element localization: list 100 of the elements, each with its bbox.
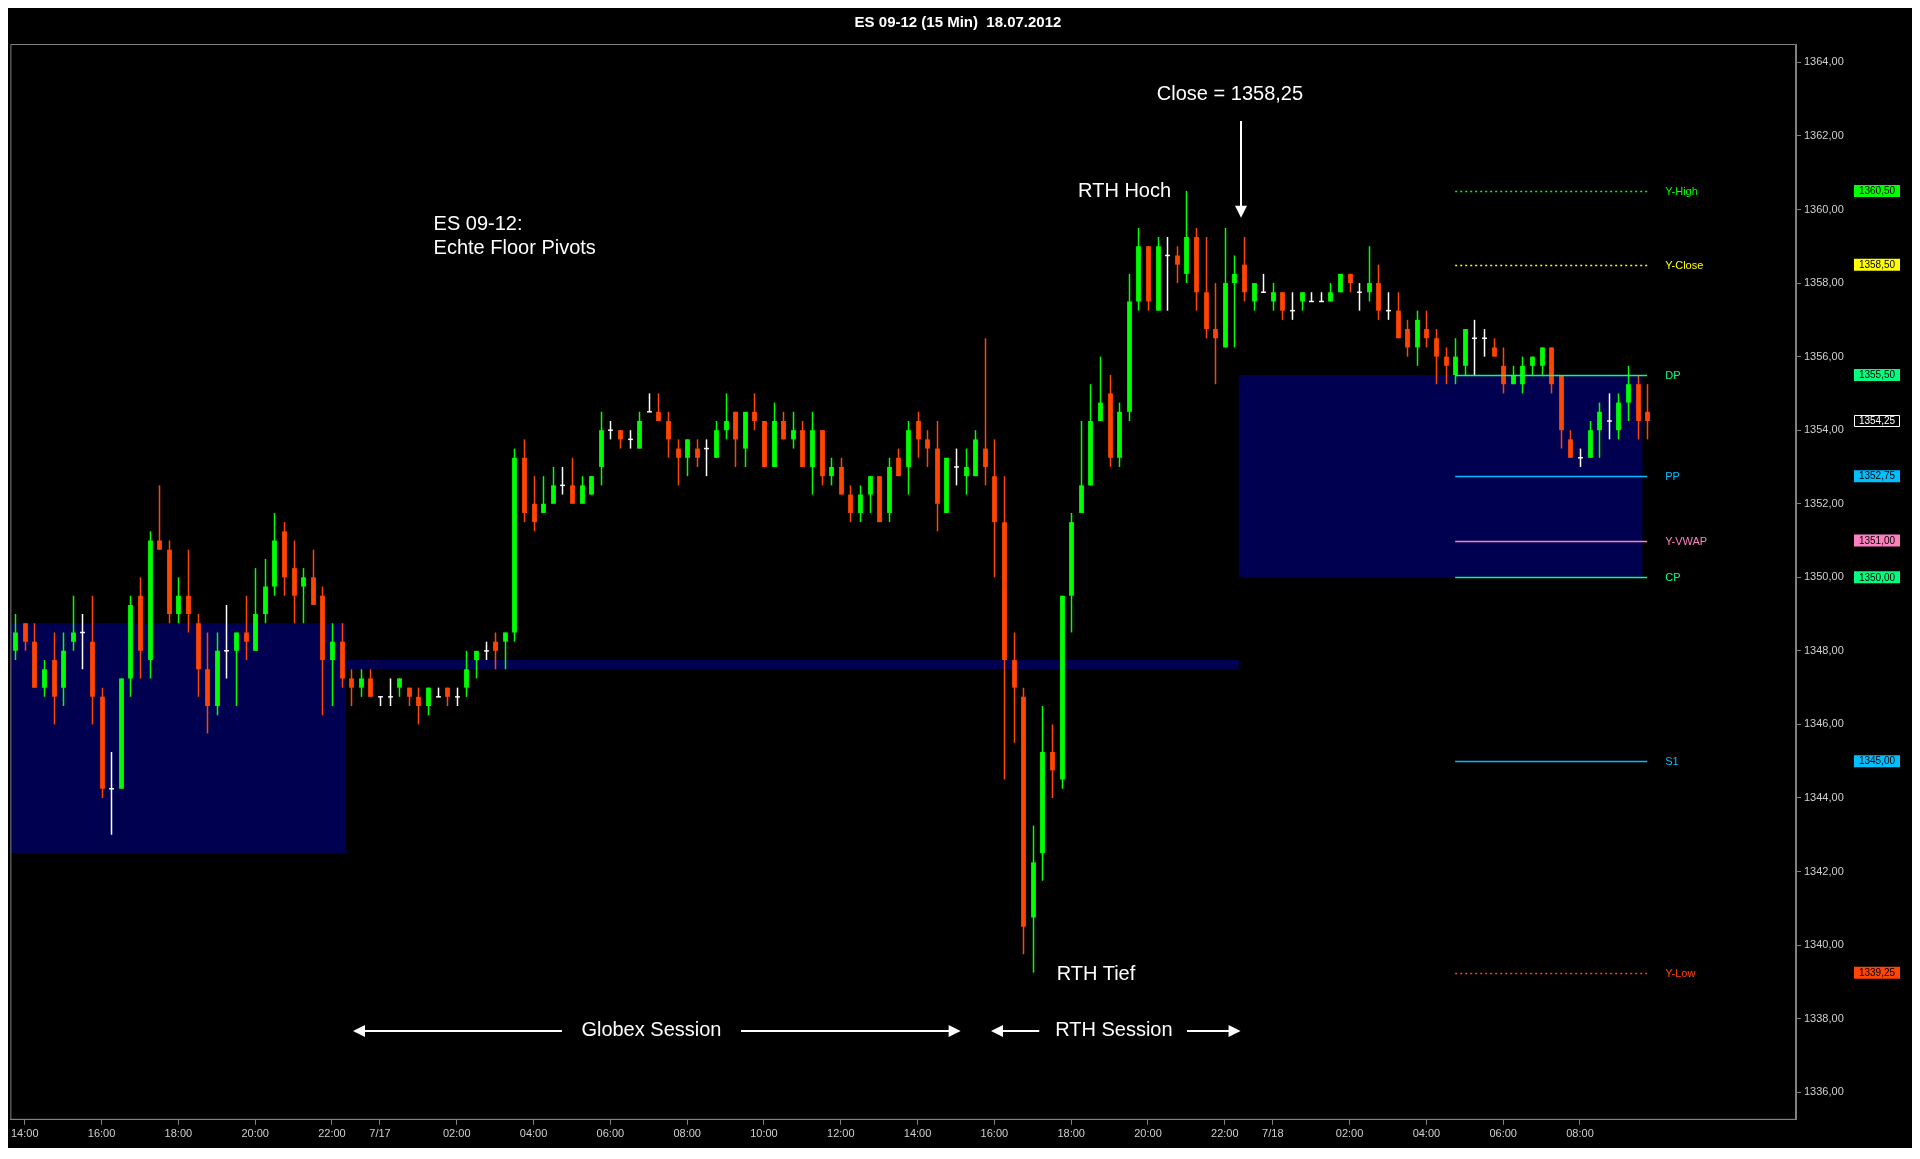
candlestick bbox=[426, 686, 431, 716]
ref-line-label: Y-Low bbox=[1665, 966, 1696, 979]
candlestick bbox=[368, 668, 373, 698]
candlestick bbox=[13, 613, 18, 661]
candlestick bbox=[1280, 291, 1285, 321]
x-tick-label: 18:00 bbox=[164, 1127, 193, 1140]
candlestick bbox=[953, 447, 960, 487]
candlestick bbox=[1606, 392, 1613, 441]
x-tick-label: 08:00 bbox=[1566, 1127, 1594, 1140]
y-tick-label: 1344,00 bbox=[1804, 791, 1844, 804]
y-tick-label: 1346,00 bbox=[1804, 717, 1844, 730]
candlestick bbox=[349, 668, 354, 707]
ref-line-label: S1 bbox=[1665, 754, 1679, 767]
text: 1351,00 bbox=[1858, 534, 1896, 546]
candlestick bbox=[359, 668, 364, 698]
candlestick bbox=[483, 640, 490, 661]
candlestick bbox=[71, 594, 76, 652]
candlestick bbox=[1232, 254, 1237, 349]
y-tick-label: 1358,00 bbox=[1804, 276, 1844, 289]
candlestick bbox=[1597, 401, 1602, 459]
y-tick-label: 1364,00 bbox=[1804, 55, 1844, 68]
candlestick bbox=[580, 475, 585, 505]
x-tick-label: 20:00 bbox=[1134, 1127, 1162, 1140]
candlestick bbox=[1453, 337, 1458, 385]
candlestick bbox=[925, 429, 930, 468]
candlestick bbox=[666, 411, 671, 459]
text: 1350,00 bbox=[1858, 571, 1896, 583]
x-tick-label: 02:00 bbox=[1335, 1127, 1364, 1140]
text: 1358,50 bbox=[1858, 258, 1896, 270]
candlestick bbox=[896, 447, 901, 477]
ref-line-label: Y-High bbox=[1665, 184, 1698, 197]
candlestick bbox=[157, 484, 162, 551]
candlestick bbox=[656, 392, 661, 422]
candlestick bbox=[1492, 337, 1497, 358]
y-tick-label: 1350,00 bbox=[1804, 570, 1844, 583]
candlestick bbox=[570, 457, 575, 505]
ref-line-label: PP bbox=[1665, 469, 1680, 482]
candlestick bbox=[1520, 355, 1525, 395]
candlestick bbox=[1577, 447, 1584, 468]
candlestick bbox=[532, 475, 537, 533]
x-tick-label: 16:00 bbox=[980, 1127, 1009, 1140]
text: 1339,25 bbox=[1858, 966, 1896, 978]
x-tick-label: 06:00 bbox=[596, 1127, 625, 1140]
candlestick bbox=[964, 447, 969, 496]
candlestick bbox=[685, 438, 690, 477]
candlestick bbox=[983, 337, 988, 487]
annotation: RTH Session bbox=[1055, 1018, 1173, 1041]
candlestick bbox=[752, 392, 757, 431]
x-tick-label: 22:00 bbox=[1211, 1127, 1239, 1140]
annotation: ES 09-12: Echte Floor Pivots bbox=[433, 212, 596, 259]
candlestick bbox=[1481, 328, 1488, 358]
candlestick bbox=[42, 659, 47, 698]
annotation: RTH Tief bbox=[1056, 962, 1136, 985]
candlestick bbox=[397, 677, 402, 698]
x-tick-label: 20:00 bbox=[241, 1127, 269, 1140]
text: 1345,00 bbox=[1858, 755, 1896, 767]
candlestick bbox=[724, 392, 729, 441]
candlestick bbox=[1050, 723, 1055, 799]
candlestick bbox=[916, 411, 921, 459]
candlestick bbox=[1213, 282, 1218, 385]
candlestick bbox=[387, 677, 394, 707]
candlestick bbox=[646, 392, 653, 413]
candlestick bbox=[1424, 309, 1429, 349]
candlestick bbox=[1540, 346, 1545, 376]
y-tick-label: 1360,00 bbox=[1804, 202, 1844, 215]
candlestick bbox=[1367, 245, 1372, 303]
x-tick-label: 14:00 bbox=[903, 1127, 932, 1140]
candlestick bbox=[1252, 282, 1257, 312]
y-tick-label: 1340,00 bbox=[1804, 938, 1844, 951]
y-tick-label: 1356,00 bbox=[1804, 349, 1844, 362]
candlestick bbox=[858, 484, 863, 523]
candlestick bbox=[618, 429, 623, 450]
x-tick-label: 7/18 bbox=[1262, 1127, 1284, 1140]
candlestick bbox=[234, 631, 239, 707]
y-tick-label: 1336,00 bbox=[1804, 1085, 1844, 1098]
x-tick-label: 04:00 bbox=[519, 1127, 548, 1140]
candlestick bbox=[1175, 245, 1180, 284]
chart-title: ES 09-12 (15 Min) 18.07.2012 bbox=[854, 13, 1062, 31]
candlestick bbox=[301, 567, 306, 625]
text: 1355,50 bbox=[1858, 369, 1896, 381]
candlestick bbox=[695, 438, 700, 468]
x-tick-label: 14:00 bbox=[11, 1127, 39, 1140]
candlestick bbox=[244, 594, 249, 661]
y-tick-label: 1354,00 bbox=[1804, 423, 1844, 436]
candlestick bbox=[416, 686, 421, 726]
ref-line-label: DP bbox=[1665, 368, 1681, 381]
y-tick-label: 1338,00 bbox=[1804, 1011, 1844, 1024]
x-tick-label: 08:00 bbox=[673, 1127, 701, 1140]
candlestick bbox=[1098, 355, 1103, 422]
x-tick-label: 04:00 bbox=[1412, 1127, 1441, 1140]
annotation: Close = 1358,25 bbox=[1156, 82, 1304, 105]
candlestick bbox=[1271, 282, 1276, 312]
candlestick bbox=[223, 604, 230, 680]
candlestick bbox=[848, 484, 853, 523]
candlestick bbox=[1444, 346, 1449, 385]
candlestick bbox=[781, 411, 786, 441]
y-tick-label: 1348,00 bbox=[1804, 643, 1844, 656]
x-tick-label: 12:00 bbox=[827, 1127, 855, 1140]
candlestick bbox=[1471, 319, 1478, 376]
x-tick-label: 16:00 bbox=[87, 1127, 116, 1140]
